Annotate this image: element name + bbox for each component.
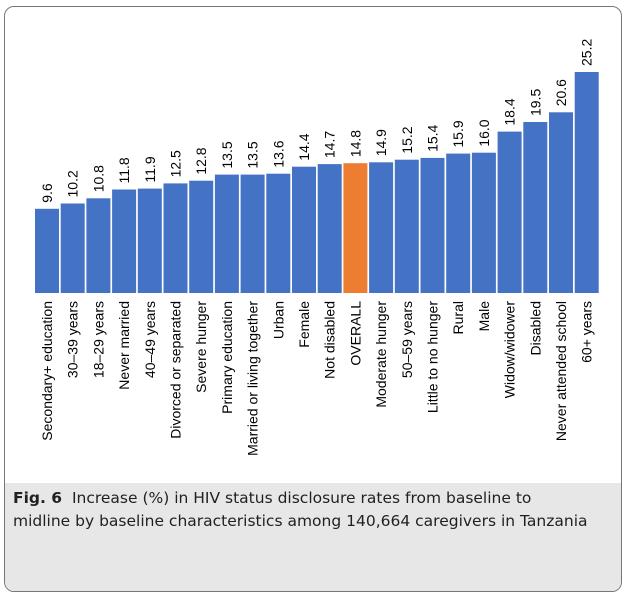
value-label-4: 11.8 [116, 157, 132, 183]
figure-label: Fig. 6 [13, 489, 63, 507]
bar-17 [446, 153, 471, 293]
bar-20 [523, 122, 548, 293]
category-label-15: 50–59 years [399, 301, 415, 378]
bar-13 [343, 163, 368, 293]
category-labels-group: Secondary+ education 30–39 years 18–29 yea… [39, 301, 595, 456]
category-label-7: Severe hunger [193, 301, 209, 393]
category-label-21: Never attended school [553, 301, 569, 441]
bar-3 [86, 198, 111, 293]
value-label-14: 14.9 [373, 129, 389, 156]
value-label-7: 12.8 [193, 147, 209, 174]
bar-15 [394, 159, 419, 293]
category-label-17: Rural [450, 301, 466, 334]
category-label-14: Moderate hunger [373, 301, 389, 408]
category-label-18: Male [476, 301, 492, 332]
value-label-20: 19.5 [527, 89, 543, 116]
value-label-17: 15.9 [450, 120, 466, 147]
category-label-3: 18–29 years [90, 301, 106, 378]
caption-panel [5, 483, 621, 591]
category-label-4: Never married [116, 301, 132, 390]
category-label-6: Divorced or separated [168, 301, 184, 439]
bar-2 [60, 203, 85, 293]
value-labels-group: 9.6 10.2 10.8 11.8 11.9 12.5 12.8 13.5 13.5 13.6 1… [39, 39, 595, 203]
category-label-8: Primary education [219, 301, 235, 414]
caption-text: Increase (%) in HIV status disclosure ra… [13, 489, 588, 530]
bar-14 [369, 162, 394, 293]
bar-22 [574, 72, 599, 293]
bar-5 [137, 188, 162, 293]
value-label-3: 10.8 [90, 165, 106, 192]
category-label-5: 40–49 years [142, 301, 158, 378]
category-label-19: Widow/widower [502, 301, 518, 399]
category-label-11: Female [296, 301, 312, 348]
bar-4 [112, 189, 137, 293]
value-label-6: 12.5 [168, 150, 184, 177]
category-label-12: Not disabled [322, 301, 338, 379]
value-label-10: 13.6 [270, 140, 286, 167]
category-label-9: Married or living together [245, 301, 261, 456]
value-label-8: 13.5 [219, 141, 235, 168]
bar-12 [317, 164, 342, 293]
value-label-1: 9.6 [39, 183, 55, 203]
value-label-11: 14.4 [296, 133, 312, 160]
bar-18 [471, 152, 496, 293]
bar-21 [549, 112, 573, 293]
value-label-13: 14.8 [347, 130, 363, 157]
value-label-15: 15.2 [399, 126, 415, 153]
bar-10 [266, 173, 291, 293]
category-label-2: 30–39 years [65, 301, 81, 378]
bar-8 [214, 174, 239, 293]
bar-7 [189, 180, 214, 293]
value-label-2: 10.2 [65, 170, 81, 197]
value-label-12: 14.7 [322, 131, 338, 158]
category-label-1: Secondary+ education [39, 301, 55, 441]
bar-19 [497, 131, 522, 293]
category-label-10: Urban [270, 301, 286, 339]
category-label-22: 60+ years [579, 301, 595, 363]
bar-16 [420, 157, 445, 293]
value-label-19: 18.4 [502, 98, 518, 125]
value-label-9: 13.5 [245, 141, 261, 168]
figure-caption: Fig. 6 Increase (%) in HIV status disclo… [13, 487, 593, 533]
bar-9 [240, 174, 265, 293]
category-label-20: Disabled [527, 301, 543, 355]
category-label-16: Little to no hunger [425, 301, 441, 413]
value-label-16: 15.4 [425, 124, 441, 151]
bars-group [35, 72, 599, 293]
value-label-5: 11.9 [142, 156, 158, 182]
bar-1 [35, 208, 59, 293]
value-label-22: 25.2 [579, 39, 595, 66]
bar-11 [292, 166, 316, 293]
bar-6 [163, 183, 188, 293]
value-label-21: 20.6 [553, 79, 569, 106]
category-label-13: OVERALL [347, 301, 363, 366]
value-label-18: 16.0 [476, 119, 492, 146]
